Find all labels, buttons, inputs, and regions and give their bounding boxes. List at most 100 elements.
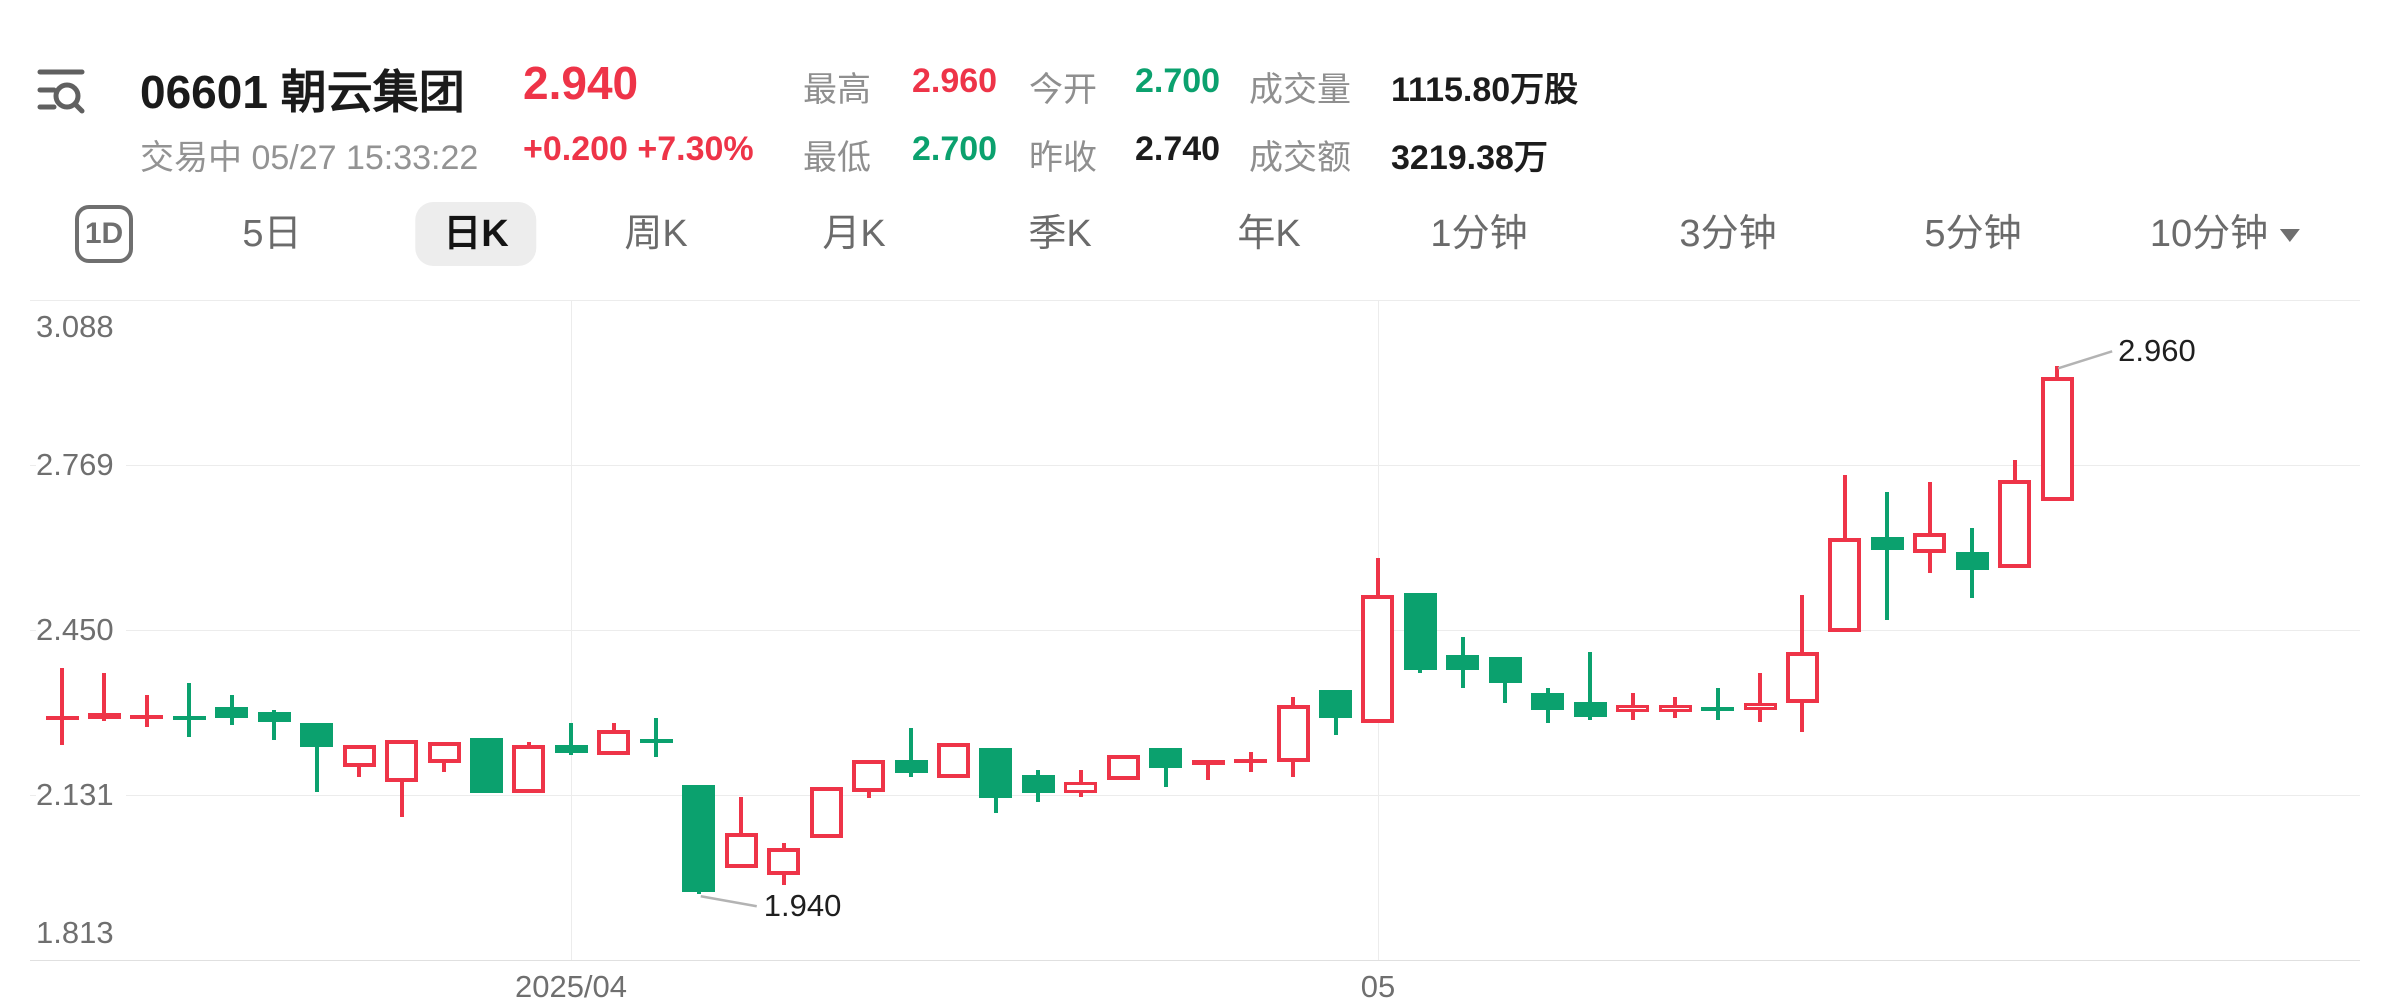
y-gridline [30,795,2360,796]
tab-1分钟[interactable]: 1分钟 [1430,213,1528,255]
candle-wick [1715,687,1720,720]
x-gridline [571,300,572,960]
tab-季K[interactable]: 季K [1028,213,1092,255]
tab-3分钟[interactable]: 3分钟 [1679,213,1777,255]
tab-周K[interactable]: 周K [624,213,688,255]
chevron-down-icon [2280,229,2301,243]
candle-wick [1206,760,1211,780]
y-tick-label: 2.131 [36,776,126,814]
candle [1488,657,1522,684]
tab-5日[interactable]: 5日 [242,213,302,255]
candle [1785,652,1819,703]
candle-wick [1758,673,1762,722]
candlestick-chart[interactable]: 3.088 2.769 2.450 2.131 1.813 2025/04 05 1.940 2… [0,266,2381,1008]
x-tick-label: 05 [1360,969,1396,1004]
candle-wick [1927,481,1932,573]
candle [1573,701,1607,717]
tab-日K[interactable]: 日K [415,202,537,266]
candle [1234,759,1268,764]
candle [554,745,588,753]
annotation-label-low: 1.940 [763,888,842,924]
annotation-pointer [700,895,757,908]
candle [852,760,886,792]
candle [639,738,673,743]
y-tick-label: 1.813 [36,914,126,952]
candle [512,745,546,793]
candle-wick [1885,492,1890,620]
candle [87,713,121,719]
candle-wick [1588,652,1593,720]
stat-value: 2.960 [912,62,998,100]
candle-wick [102,673,107,721]
candle-wick [60,668,64,746]
tab-5分钟[interactable]: 5分钟 [1924,213,2022,255]
candle [45,715,79,720]
candle [682,785,716,893]
candle [1106,755,1140,780]
candle [1913,532,1947,554]
stat-label: 最低 [803,139,871,177]
stat-value: 3219.38万 [1391,139,1548,177]
candle [1446,655,1480,671]
y-gridline [30,300,2360,301]
candle-wick [272,709,277,740]
candle [1658,704,1692,713]
candle [767,848,801,876]
candle [1531,692,1565,710]
candle [385,740,419,782]
candle [1743,702,1777,710]
stat-label: 成交量 [1249,71,1351,109]
candle-wick [569,722,574,755]
candle [2040,376,2074,501]
y-gridline [30,630,2360,631]
candle [427,742,461,763]
tab-10分钟[interactable]: 10分钟 [2150,202,2301,266]
candle [470,737,503,793]
candle [1064,781,1098,793]
stat-value: 1115.80万股 [1391,71,1579,109]
y-tick-label: 2.450 [36,611,126,649]
stat-value: 2.700 [912,130,998,168]
stat-value: 2.700 [1135,62,1221,100]
stat-label: 今开 [1029,71,1097,109]
price-change: +0.200 +7.30% [523,130,754,168]
candle [342,745,376,767]
candle [1955,552,1989,570]
candle-wick [187,683,192,737]
candle [1701,706,1735,711]
candle [172,715,206,720]
tab-月K[interactable]: 月K [822,213,886,255]
candle [1403,592,1437,671]
candle [1276,704,1310,762]
candle [979,747,1013,798]
candle [597,730,631,755]
tab-年K[interactable]: 年K [1237,213,1301,255]
y-tick-label: 3.088 [36,308,126,346]
x-tick-label: 2025/04 [514,969,628,1004]
stock-search-list-icon[interactable] [34,60,88,118]
candle [1319,689,1352,718]
candle-wick [144,694,149,728]
candle [1870,537,1904,551]
candle [1149,747,1183,768]
y-gridline [30,960,2360,961]
candle [809,787,843,838]
y-gridline [30,465,2360,466]
candle [936,743,970,778]
candle [894,760,928,774]
y-tick-label: 2.769 [36,446,126,484]
candle [1828,538,1862,632]
tab-1d-icon-button[interactable]: 1D [75,205,133,263]
candle-wick [314,722,319,792]
stat-value: 2.740 [1135,130,1221,168]
stock-code-name: 06601 朝云集团 [140,66,465,118]
candle [215,706,249,718]
trading-status-time: 交易中 05/27 15:33:22 [140,139,479,177]
candle [130,714,164,719]
candle [1021,775,1055,793]
stat-label: 最高 [803,71,871,109]
current-price: 2.940 [523,57,639,109]
candle [1361,595,1395,723]
candle-wick [909,728,913,777]
annotation-pointer [2057,350,2113,370]
